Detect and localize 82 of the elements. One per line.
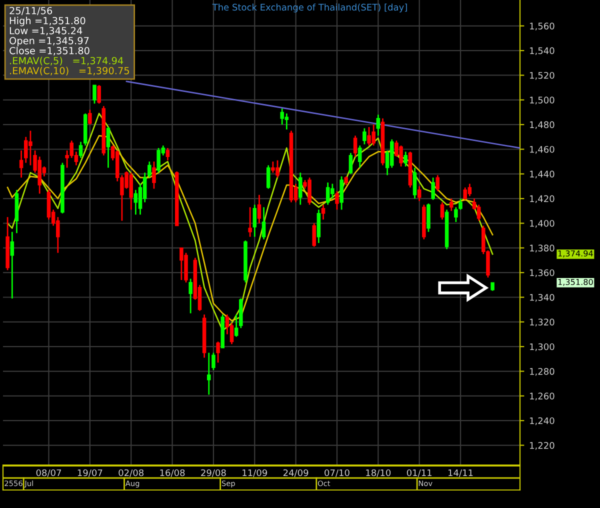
candlestick: [426, 202, 430, 233]
candlestick: [207, 352, 211, 396]
candlestick: [212, 352, 216, 371]
candlestick: [106, 126, 110, 168]
candlestick: [92, 84, 96, 104]
candlestick: [358, 144, 362, 168]
y-tick-label: 1,260: [530, 392, 554, 400]
candlestick: [321, 204, 326, 220]
y-tick-label: 1,280: [530, 368, 554, 376]
x-tick-label: 02/08: [118, 469, 144, 477]
candlestick: [19, 150, 24, 178]
candlestick: [248, 206, 252, 238]
candlestick: [298, 172, 302, 206]
y-tick-label: 1,440: [530, 170, 554, 178]
candlestick: [152, 160, 156, 190]
y-tick-label: 1,560: [530, 22, 554, 30]
candlestick: [312, 222, 316, 248]
candlestick: [134, 189, 138, 216]
y-tick-label: 1,480: [530, 121, 554, 130]
candlestick: [88, 109, 92, 126]
candlestick: [362, 128, 366, 146]
candlestick: [449, 198, 454, 212]
candlestick: [340, 176, 344, 210]
candlestick: [234, 314, 238, 338]
x-tick-label: 16/08: [160, 469, 185, 477]
candlestick: [316, 208, 321, 244]
candlestick: [412, 167, 417, 200]
candlestick: [257, 194, 262, 224]
x-tick-label: 29/08: [201, 469, 226, 477]
candlestick: [458, 198, 462, 210]
y-tick-label: 1,520: [530, 72, 554, 80]
candlestick: [10, 231, 14, 300]
y-tick-label: 1,300: [530, 343, 554, 352]
y-tick-label: 1,400: [530, 220, 554, 228]
y-tick-label: 1,220: [530, 442, 554, 450]
y-tick-label: 1,380: [530, 244, 554, 252]
x-tick-label: 08/07: [36, 469, 61, 477]
candlestick: [436, 174, 440, 192]
candlestick: [353, 134, 358, 158]
annotation: 25/11/56: [10, 6, 52, 16]
candlestick: [188, 278, 192, 314]
y-tick-label: 1,540: [530, 47, 554, 56]
y-tick-label: 1,360: [530, 269, 554, 278]
x-tick-label: 11/09: [242, 469, 268, 477]
y-tick-label: 1,340: [530, 294, 554, 302]
text: .EMAV(C,10) =1,390.75: [10, 66, 129, 76]
text: 1,374.94: [558, 250, 593, 258]
text: 1,351.80: [558, 278, 593, 286]
y-tick-label: 1,500: [530, 96, 554, 104]
annotation: Low =1,345.24: [10, 26, 82, 36]
annotation: High =1,351.80: [10, 16, 86, 26]
text: .EMAV(C,5) =1,374.94: [10, 56, 124, 66]
x-tick-label: 19/07: [78, 469, 102, 477]
candlestick: [335, 190, 339, 210]
candlestick: [348, 152, 353, 175]
candlestick: [78, 141, 83, 159]
x-tick-label: 14/11: [448, 469, 473, 477]
x-tick-label: 24/09: [283, 469, 308, 477]
y-tick-label: 1,320: [530, 318, 554, 326]
candlestick: [262, 206, 266, 240]
candlestick: [166, 147, 170, 162]
y-tick-label: 1,460: [530, 146, 554, 154]
x-tick-label: 01/11: [406, 469, 432, 477]
candlestick: [252, 204, 257, 238]
candlestick: [376, 114, 380, 136]
x-tick-label: 07/10: [324, 469, 350, 477]
candlestick: [417, 186, 422, 202]
candlestick: [148, 160, 152, 178]
candlestick: [431, 176, 435, 201]
candlestick: [404, 151, 408, 168]
candlestick: [476, 204, 481, 222]
annotation: Close =1,351.80: [10, 46, 90, 56]
candlestick: [454, 206, 458, 223]
y-tick-label: 1,240: [530, 417, 554, 426]
annotation: Open =1,345.97: [10, 36, 89, 46]
candlestick: [97, 84, 101, 104]
x-tick-label: 18/10: [366, 469, 391, 477]
candlestick: [266, 164, 270, 190]
candlestick: [440, 202, 444, 220]
y-tick-label: 1,420: [530, 195, 554, 204]
candlestick: [216, 340, 220, 364]
chart-title: The Stock Exchange of Thailand(SET) [day]: [212, 4, 407, 12]
